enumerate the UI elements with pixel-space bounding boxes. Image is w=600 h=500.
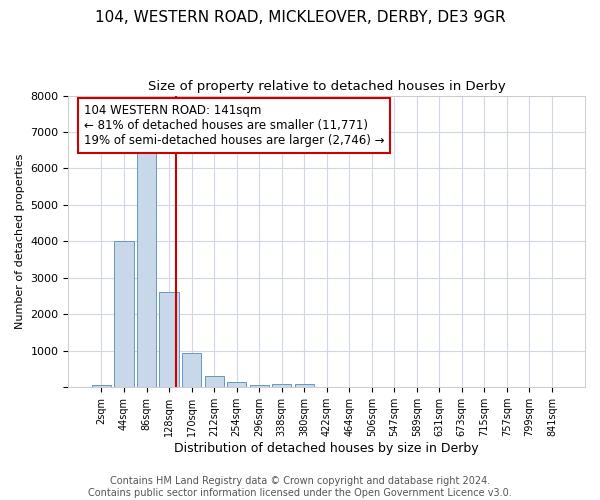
Bar <box>92 385 111 387</box>
Text: Contains HM Land Registry data © Crown copyright and database right 2024.
Contai: Contains HM Land Registry data © Crown c… <box>88 476 512 498</box>
Bar <box>137 146 156 387</box>
Bar <box>295 384 314 387</box>
Bar <box>250 384 269 387</box>
Bar <box>205 376 224 387</box>
Text: 104 WESTERN ROAD: 141sqm
← 81% of detached houses are smaller (11,771)
19% of se: 104 WESTERN ROAD: 141sqm ← 81% of detach… <box>84 104 385 148</box>
Bar <box>182 352 201 387</box>
Title: Size of property relative to detached houses in Derby: Size of property relative to detached ho… <box>148 80 506 93</box>
Bar <box>227 382 246 387</box>
Y-axis label: Number of detached properties: Number of detached properties <box>15 154 25 329</box>
Bar <box>272 384 291 387</box>
Text: 104, WESTERN ROAD, MICKLEOVER, DERBY, DE3 9GR: 104, WESTERN ROAD, MICKLEOVER, DERBY, DE… <box>95 10 505 25</box>
Bar <box>115 242 134 387</box>
X-axis label: Distribution of detached houses by size in Derby: Distribution of detached houses by size … <box>175 442 479 455</box>
Bar <box>160 292 179 387</box>
